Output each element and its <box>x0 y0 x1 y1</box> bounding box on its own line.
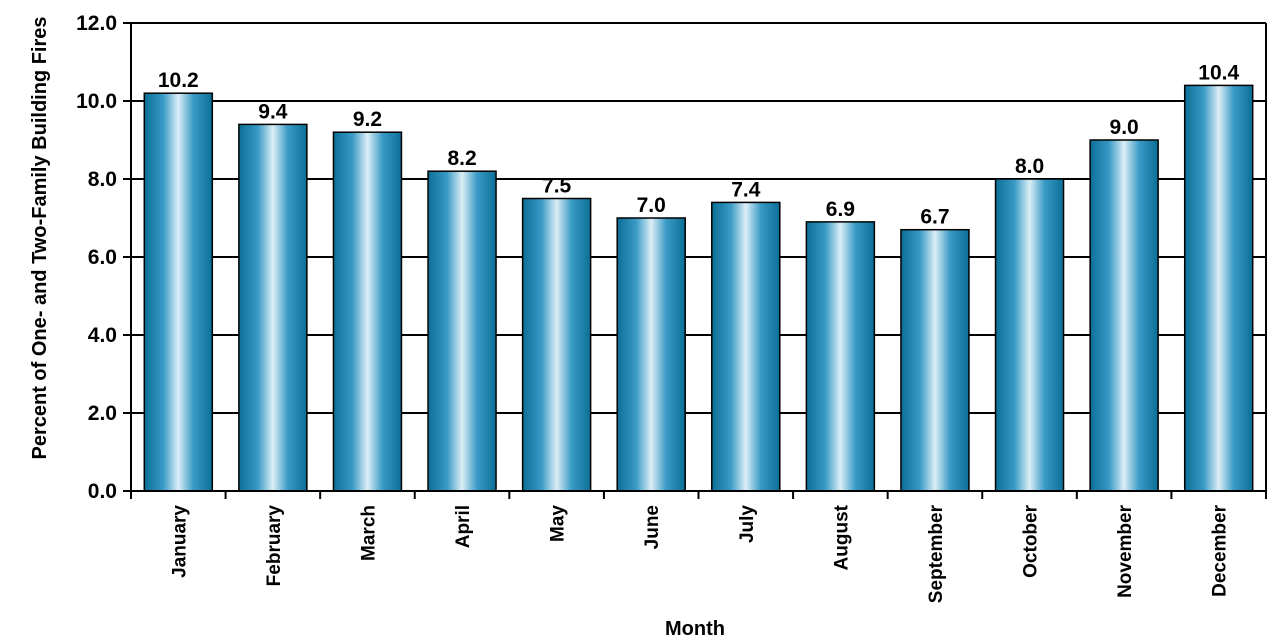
value-label: 6.7 <box>920 206 949 229</box>
value-label: 8.0 <box>1015 155 1044 178</box>
y-tick-label: 12.0 <box>76 12 117 35</box>
gridlines <box>131 22 1266 414</box>
x-tick-label: April <box>453 505 474 548</box>
value-label: 9.4 <box>258 100 288 123</box>
x-tick-label: May <box>548 505 569 542</box>
y-tick-label: 6.0 <box>88 246 117 269</box>
x-tick-label: July <box>737 505 758 543</box>
y-axis-title: Percent of One- and Two-Family Building … <box>29 16 51 459</box>
x-axis-title: Month <box>665 618 725 640</box>
x-tick-label: October <box>1021 504 1042 577</box>
bar-october <box>994 178 1065 492</box>
bar-april <box>427 170 497 492</box>
bar-december <box>1183 84 1254 492</box>
bar-may <box>521 197 592 492</box>
bar-january <box>143 92 214 492</box>
x-tick-label: March <box>358 505 379 561</box>
bar-june <box>616 217 686 492</box>
axes <box>123 22 1267 499</box>
y-tick-label: 0.0 <box>88 480 117 503</box>
x-tick-label: February <box>264 505 285 587</box>
bar-september <box>900 228 970 492</box>
labels: 0.0 2.0 4.0 6.0 8.0 10.0 12.0 10.2 January 9.4 Feb… <box>76 12 1239 603</box>
value-label: 9.0 <box>1110 116 1139 139</box>
y-tick-label: 4.0 <box>88 324 117 347</box>
bar-august <box>805 221 876 492</box>
x-tick-label: January <box>169 505 190 578</box>
y-tick-label: 8.0 <box>88 168 117 191</box>
value-label: 10.2 <box>158 69 199 92</box>
value-label: 7.0 <box>637 194 666 217</box>
value-label: 10.4 <box>1198 61 1239 84</box>
value-label: 8.2 <box>447 147 476 170</box>
x-tick-label: November <box>1115 504 1136 598</box>
value-label: 6.9 <box>826 198 855 221</box>
bars <box>143 84 1254 492</box>
value-label: 7.4 <box>731 178 761 201</box>
bar-november <box>1089 139 1159 492</box>
y-tick-label: 2.0 <box>88 402 117 425</box>
x-tick-label: August <box>831 504 852 570</box>
value-label: 9.2 <box>353 108 382 131</box>
x-tick-label: December <box>1210 504 1231 596</box>
bar-february <box>238 123 308 492</box>
bar-march <box>332 131 403 492</box>
x-tick-label: June <box>642 505 663 549</box>
x-tick-label: September <box>926 504 947 603</box>
value-label: 7.5 <box>542 175 572 198</box>
bar-july <box>711 201 781 492</box>
y-tick-label: 10.0 <box>76 90 117 113</box>
